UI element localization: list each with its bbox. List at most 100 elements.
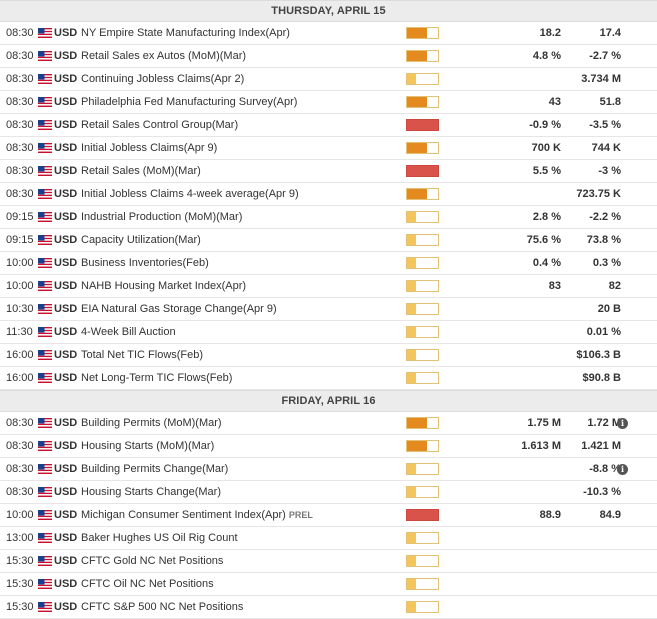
event-row[interactable]: 08:30 USD Housing Starts (MoM)(Mar) 1.613 M… — [0, 435, 657, 458]
event-consensus: -3.5 % — [589, 119, 621, 131]
event-name[interactable]: Philadelphia Fed Manufacturing Survey(Ap… — [81, 91, 297, 113]
impact-indicator — [406, 50, 439, 62]
impact-indicator — [406, 578, 439, 590]
impact-indicator — [406, 96, 439, 108]
event-name[interactable]: Housing Starts Change(Mar) — [81, 481, 221, 503]
impact-fill — [407, 510, 438, 520]
event-name[interactable]: CFTC Oil NC Net Positions — [81, 573, 214, 595]
event-name[interactable]: 4-Week Bill Auction — [81, 321, 176, 343]
event-row[interactable]: 09:15 USD Industrial Production (MoM)(Mar)… — [0, 206, 657, 229]
event-name-text: Continuing Jobless Claims(Apr 2) — [81, 73, 245, 85]
event-name[interactable]: Industrial Production (MoM)(Mar) — [81, 206, 242, 228]
us-flag-icon — [38, 350, 52, 360]
event-time: 08:30 — [6, 96, 34, 108]
event-actual: 75.6 % — [526, 234, 561, 246]
event-row[interactable]: 08:30 USD Housing Starts Change(Mar) -10.3 … — [0, 481, 657, 504]
event-name[interactable]: Retail Sales (MoM)(Mar) — [81, 160, 201, 182]
event-row[interactable]: 09:15 USD Capacity Utilization(Mar) 75.6 % 7… — [0, 229, 657, 252]
event-currency: USD — [54, 50, 78, 62]
event-name[interactable]: Initial Jobless Claims 4-week average(Ap… — [81, 183, 299, 205]
info-icon[interactable]: i — [617, 464, 628, 475]
event-row[interactable]: 10:00 USD NAHB Housing Market Index(Apr) 83… — [0, 275, 657, 298]
event-name[interactable]: NAHB Housing Market Index(Apr) — [81, 275, 246, 297]
event-name[interactable]: Building Permits Change(Mar) — [81, 458, 228, 480]
impact-indicator — [406, 532, 439, 544]
event-row[interactable]: 08:30 USD Initial Jobless Claims 4-week av… — [0, 183, 657, 206]
event-name-text: Michigan Consumer Sentiment Index(Apr) — [81, 509, 286, 521]
event-name[interactable]: CFTC S&P 500 NC Net Positions — [81, 596, 243, 618]
event-row[interactable]: 11:30 USD 4-Week Bill Auction 0.01 % — [0, 321, 657, 344]
impact-indicator — [406, 234, 439, 246]
event-consensus: 744 K — [591, 142, 621, 154]
event-row[interactable]: 13:00 USD Baker Hughes US Oil Rig Count — [0, 527, 657, 550]
event-row[interactable]: 08:30 USD Continuing Jobless Claims(Apr 2)… — [0, 68, 657, 91]
event-time: 08:30 — [6, 165, 34, 177]
event-row[interactable]: 15:30 USD CFTC Oil NC Net Positions — [0, 573, 657, 596]
event-consensus: 82 — [608, 280, 621, 292]
event-name[interactable]: NY Empire State Manufacturing Index(Apr) — [81, 22, 290, 44]
event-name[interactable]: EIA Natural Gas Storage Change(Apr 9) — [81, 298, 277, 320]
event-row[interactable]: 08:30 USD NY Empire State Manufacturing In… — [0, 22, 657, 45]
event-row[interactable]: 15:30 USD CFTC S&P 500 NC Net Positions — [0, 596, 657, 619]
event-consensus: 20 B — [597, 303, 621, 315]
event-time: 15:30 — [6, 601, 34, 613]
us-flag-icon — [38, 51, 52, 61]
event-row[interactable]: 16:00 USD Net Long-Term TIC Flows(Feb) $90.… — [0, 367, 657, 390]
event-name[interactable]: Net Long-Term TIC Flows(Feb) — [81, 367, 232, 389]
event-time: 10:30 — [6, 303, 34, 315]
impact-fill — [407, 556, 416, 566]
event-actual: 1.75 M — [527, 417, 561, 429]
event-row[interactable]: 16:00 USD Total Net TIC Flows(Feb) $106.3 B — [0, 344, 657, 367]
event-name[interactable]: Retail Sales ex Autos (MoM)(Mar) — [81, 45, 246, 67]
event-consensus: 17.4 — [599, 27, 621, 39]
event-name[interactable]: Continuing Jobless Claims(Apr 2) — [81, 68, 244, 90]
impact-fill — [407, 235, 416, 245]
event-name-text: NY Empire State Manufacturing Index(Apr) — [81, 27, 290, 39]
event-name-text: Baker Hughes US Oil Rig Count — [81, 532, 238, 544]
impact-fill — [407, 487, 416, 497]
impact-indicator — [406, 142, 439, 154]
event-name[interactable]: Baker Hughes US Oil Rig Count — [81, 527, 238, 549]
event-currency: USD — [54, 555, 78, 567]
event-consensus: -8.8 % — [589, 463, 621, 475]
us-flag-icon — [38, 533, 52, 543]
event-row[interactable]: 08:30 USD Philadelphia Fed Manufacturing S… — [0, 91, 657, 114]
event-consensus: 73.8 % — [586, 234, 621, 246]
event-name[interactable]: Capacity Utilization(Mar) — [81, 229, 201, 251]
event-row[interactable]: 08:30 USD Retail Sales Control Group(Mar) -… — [0, 114, 657, 137]
event-tag: PREL — [288, 510, 313, 520]
info-icon[interactable]: i — [617, 418, 628, 429]
event-row[interactable]: 10:00 USD Business Inventories(Feb) 0.4 % 0.… — [0, 252, 657, 275]
event-name[interactable]: CFTC Gold NC Net Positions — [81, 550, 223, 572]
event-name[interactable]: Building Permits (MoM)(Mar) — [81, 412, 222, 434]
event-time: 10:00 — [6, 509, 34, 521]
impact-indicator — [406, 326, 439, 338]
event-name[interactable]: Total Net TIC Flows(Feb) — [81, 344, 203, 366]
event-name[interactable]: Michigan Consumer Sentiment Index(Apr) PR… — [81, 504, 313, 526]
impact-fill — [407, 189, 427, 199]
event-actual: 83 — [548, 280, 561, 292]
event-row[interactable]: 10:00 USD Michigan Consumer Sentiment Inde… — [0, 504, 657, 527]
event-name[interactable]: Retail Sales Control Group(Mar) — [81, 114, 238, 136]
impact-fill — [407, 120, 438, 130]
event-row[interactable]: 08:30 USD Building Permits Change(Mar) -8.8… — [0, 458, 657, 481]
event-currency: USD — [54, 326, 78, 338]
us-flag-icon — [38, 212, 52, 222]
impact-indicator — [406, 440, 439, 452]
event-actual: 700 K — [531, 142, 561, 154]
impact-fill — [407, 143, 427, 153]
event-row[interactable]: 15:30 USD CFTC Gold NC Net Positions — [0, 550, 657, 573]
event-name[interactable]: Initial Jobless Claims(Apr 9) — [81, 137, 217, 159]
impact-fill — [407, 441, 427, 451]
event-row[interactable]: 08:30 USD Retail Sales (MoM)(Mar) 5.5 % -3 % — [0, 160, 657, 183]
event-time: 15:30 — [6, 555, 34, 567]
event-name[interactable]: Business Inventories(Feb) — [81, 252, 209, 274]
event-row[interactable]: 08:30 USD Retail Sales ex Autos (MoM)(Mar)… — [0, 45, 657, 68]
event-row[interactable]: 08:30 USD Initial Jobless Claims(Apr 9) 700… — [0, 137, 657, 160]
impact-indicator — [406, 372, 439, 384]
event-name[interactable]: Housing Starts (MoM)(Mar) — [81, 435, 214, 457]
event-row[interactable]: 10:30 USD EIA Natural Gas Storage Change(A… — [0, 298, 657, 321]
us-flag-icon — [38, 189, 52, 199]
event-row[interactable]: 08:30 USD Building Permits (MoM)(Mar) 1.75 … — [0, 412, 657, 435]
event-name-text: Retail Sales Control Group(Mar) — [81, 119, 239, 131]
